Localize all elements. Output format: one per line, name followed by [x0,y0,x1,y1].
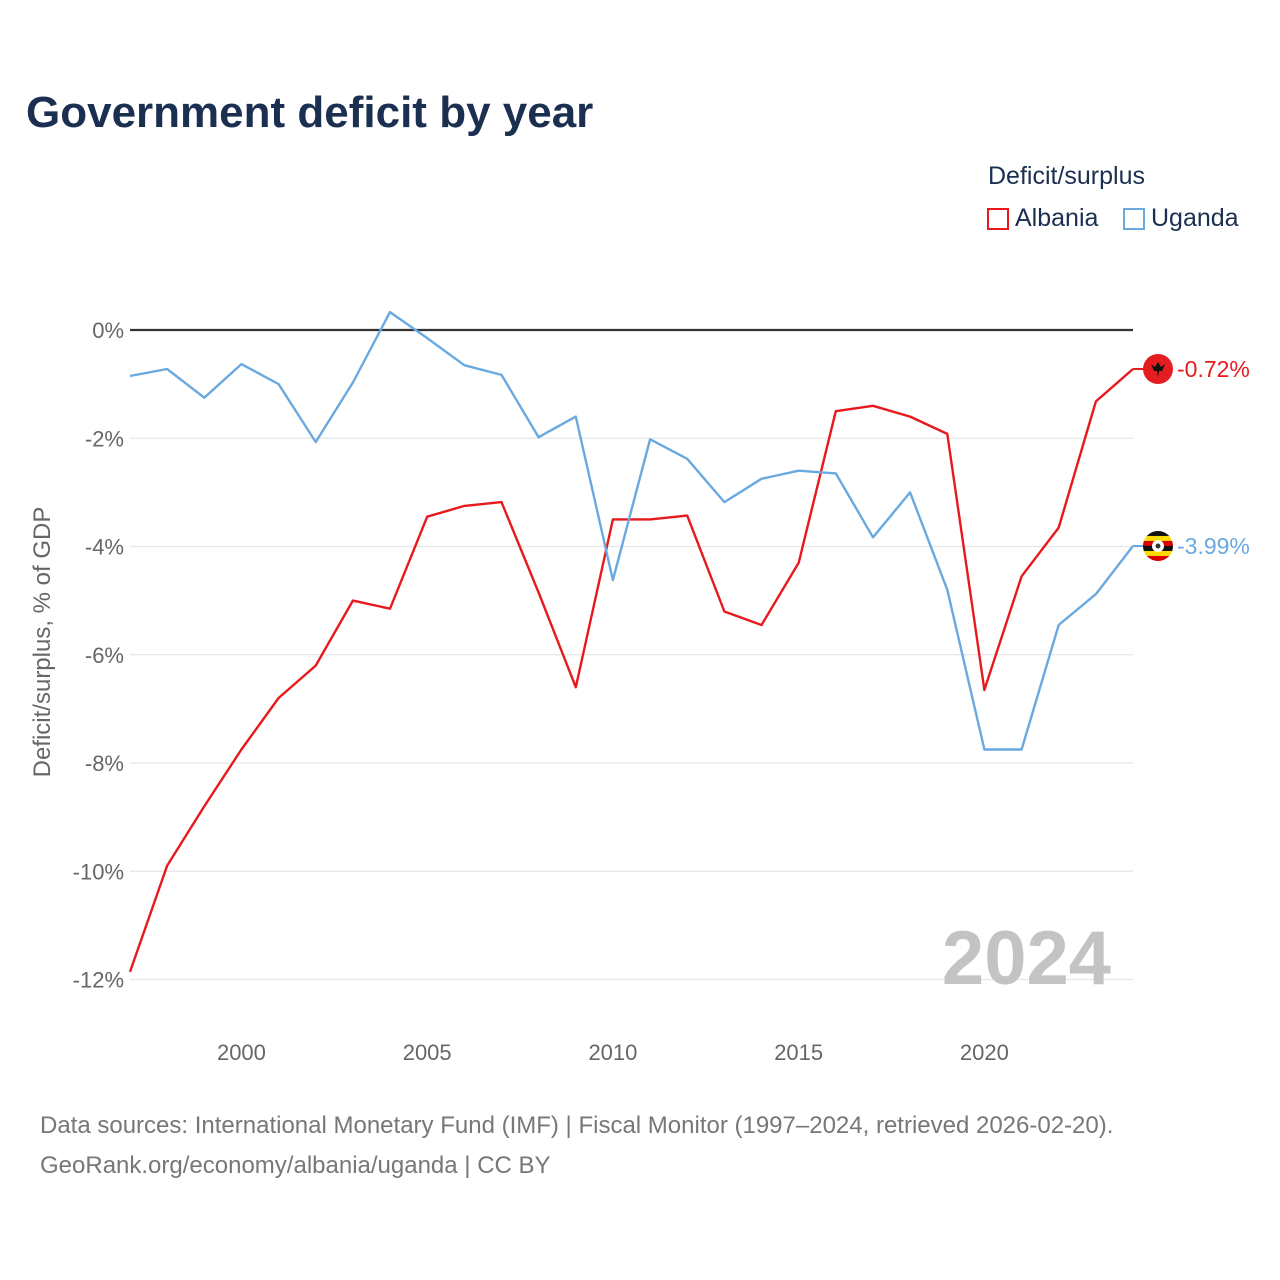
chart-title: Government deficit by year [26,88,594,137]
end-label-albania: -0.72% [1177,356,1250,382]
y-tick-label: 0% [92,318,124,343]
gridlines [130,328,1133,981]
albania-flag-icon [1143,353,1173,384]
legend-item-albania[interactable]: Albania [987,204,1098,233]
end-label-uganda: -3.99% [1177,533,1250,559]
x-tick-label: 2000 [217,1040,266,1065]
series-line-uganda[interactable] [129,310,1134,751]
year-watermark: 2024 [942,916,1111,1001]
axes: Deficit/surplus, % of GDP 0% -2% -4% -6% -8%… [29,318,1009,1065]
y-tick-label: -8% [85,751,124,776]
y-tick-label: -6% [85,643,124,668]
source-note: Data sources: International Monetary Fun… [40,1106,1113,1186]
legend-label-uganda: Uganda [1151,204,1239,232]
uganda-flag-icon [1143,530,1173,561]
y-tick-label: -12% [73,968,124,993]
plot-area: Deficit/surplus, % of GDP 0% -2% -4% -6% -8%… [29,310,1250,1065]
x-tick-label: 2020 [960,1040,1009,1065]
x-tick-label: 2010 [588,1040,637,1065]
source-line-2[interactable]: GeoRank.org/economy/albania/uganda | CC … [40,1152,551,1179]
legend-title: Deficit/surplus [988,162,1145,190]
series-lines [128,310,1134,973]
y-tick-label: -4% [85,535,124,560]
source-line-1: Data sources: International Monetary Fun… [40,1112,1114,1139]
y-tick-label: -10% [73,859,124,884]
legend-swatch-albania [987,207,1009,230]
legend-item-uganda[interactable]: Uganda [1123,204,1239,233]
x-tick-label: 2015 [774,1040,823,1065]
series-line-albania[interactable] [128,368,1134,973]
legend-swatch-uganda [1123,207,1145,230]
end-markers: -0.72% -3.99% [1133,353,1250,561]
legend-label-albania: Albania [1015,204,1099,232]
y-tick-label: -2% [85,426,124,451]
y-axis-label: Deficit/surplus, % of GDP [29,507,56,778]
x-tick-label: 2005 [403,1040,452,1065]
